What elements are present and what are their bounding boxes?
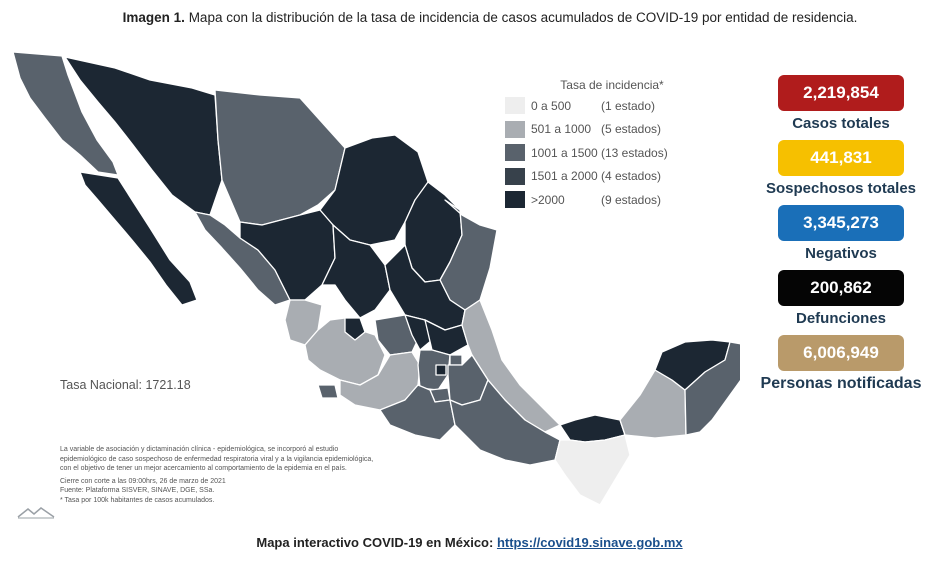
stat-value-pill: 2,219,854 [778, 75, 904, 111]
tasa-nacional: Tasa Nacional: 1721.18 [60, 378, 191, 392]
note-line: Cierre con corte a las 09:00hrs, 26 de m… [60, 477, 226, 485]
state-mexico [417, 349, 451, 391]
legend-swatch [505, 167, 525, 185]
note-line: epidemiológico de caso sospechoso de enf… [60, 455, 374, 463]
legend-row: >2000 (9 estados) [505, 188, 705, 212]
legend-swatch [505, 120, 525, 138]
legend-range: >2000 [531, 192, 565, 207]
methodology-note: La variable de asociación y dictaminació… [60, 445, 450, 505]
state-cdmx [435, 364, 447, 376]
legend-row: 1001 a 1500 (13 estados) [505, 141, 705, 165]
caption-prefix: Imagen 1. [122, 10, 185, 25]
state-baja-california-sur [79, 171, 198, 306]
state-aguascalientes [344, 317, 366, 341]
stat-label: Negativos [805, 245, 877, 262]
stat-value-pill: 200,862 [778, 270, 904, 306]
legend-swatch [505, 191, 525, 209]
state-tlaxcala [449, 354, 463, 366]
state-quintana-roo [684, 341, 740, 436]
stat-label: Defunciones [795, 310, 886, 327]
footer-text: Mapa interactivo COVID-19 en México: [256, 535, 494, 550]
stat-personas-notificadas: 6,006,949 Personas notificadas [746, 335, 936, 393]
note-line: Fuente: Plataforma SISVER, SINAVE, DGE, … [60, 487, 215, 494]
stat-casos-totales: 2,219,854 Casos totales [746, 75, 936, 132]
state-oaxaca [449, 379, 561, 466]
state-jalisco [304, 317, 386, 386]
legend-swatch [505, 144, 525, 162]
legend-range: 1001 a 1500 [531, 145, 598, 160]
stat-label: Personas notificadas [760, 375, 922, 392]
legend-range: 1501 a 2000 [531, 169, 598, 184]
stat-label: Casos totales [792, 115, 890, 132]
legend-row: 0 a 500 (1 estado) [505, 94, 705, 118]
legend-swatch [505, 97, 525, 115]
stat-value-pill: 3,345,273 [778, 205, 904, 241]
state-baja-california [12, 51, 119, 176]
legend-count: (9 estados) [601, 192, 662, 207]
stat-defunciones: 200,862 Defunciones [746, 270, 936, 327]
state-zacatecas [321, 224, 391, 319]
legend-count: (1 estado) [601, 98, 656, 113]
stat-label: Sospechosos totales [765, 180, 917, 197]
state-chiapas [554, 434, 631, 506]
mexico-choropleth-map [12, 51, 740, 506]
caption-text: Mapa con la distribución de la tasa de i… [188, 10, 858, 25]
stats-panel: 2,219,854 Casos totales 441,831 Sospecho… [746, 75, 936, 401]
legend-count: (5 estados) [601, 122, 662, 137]
note-line: con el objetivo de tener un mejor acerca… [60, 465, 347, 472]
footer: Mapa interactivo COVID-19 en México: htt… [0, 535, 939, 550]
note-line: * Tasa por 100k habitantes de casos acum… [60, 496, 215, 504]
mountain-logo-icon [17, 507, 55, 519]
stat-negativos: 3,345,273 Negativos [746, 205, 936, 262]
interactive-map-link[interactable]: https://covid19.sinave.gob.mx [496, 535, 683, 550]
legend-count: (13 estados) [601, 145, 668, 160]
legend-range: 0 a 500 [531, 98, 572, 113]
legend-count: (4 estados) [601, 169, 662, 184]
legend-range: 501 a 1000 [531, 122, 592, 137]
note-line: La variable de asociación y dictaminació… [60, 446, 339, 453]
legend-title: Tasa de incidencia* [560, 78, 664, 92]
legend-row: 501 a 1000 (5 estados) [505, 118, 705, 142]
stat-value-pill: 6,006,949 [778, 335, 904, 371]
state-colima [317, 384, 339, 399]
map-legend: Tasa de incidencia* 0 a 500 (1 estado) 5… [505, 78, 705, 212]
stat-sospechosos-totales: 441,831 Sospechosos totales [746, 140, 936, 197]
legend-row: 1501 a 2000 (4 estados) [505, 165, 705, 189]
state-chihuahua [214, 89, 346, 226]
figure-caption: Imagen 1. Mapa con la distribución de la… [60, 10, 920, 25]
stat-value-pill: 441,831 [778, 140, 904, 176]
